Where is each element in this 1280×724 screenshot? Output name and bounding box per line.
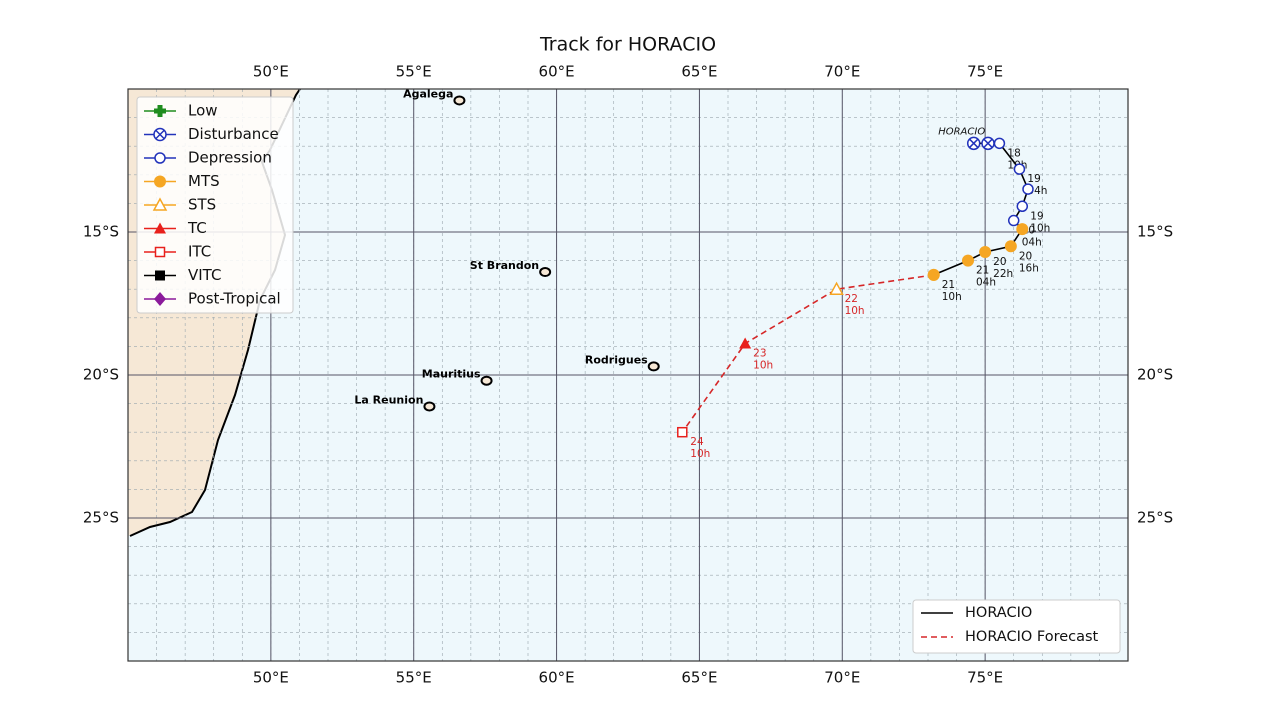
island	[453, 95, 466, 106]
x-tick-label: 65°E	[681, 63, 717, 81]
place-label: Rodrigues	[585, 353, 648, 366]
grid	[127, 89, 1128, 662]
track-point	[1016, 200, 1029, 213]
legend-label: Depression	[188, 149, 272, 167]
track-point	[1007, 214, 1020, 227]
y-tick-label: 20°S	[1137, 366, 1173, 384]
tracks: 1810h1904h1910h2004h2016h2022h2104h2110h…	[677, 126, 1050, 460]
track-point	[927, 268, 940, 281]
legend-marker	[154, 175, 166, 188]
x-tick-label: 75°E	[967, 63, 1003, 81]
track-point	[979, 246, 992, 259]
track-point	[1013, 163, 1026, 175]
x-tick-label: 55°E	[396, 63, 432, 81]
x-tick-label: 50°E	[253, 63, 289, 81]
legend-marker	[154, 292, 166, 306]
y-tick-label: 25°S	[83, 509, 119, 527]
point-label: 22h	[993, 268, 1013, 280]
point-label: 10h	[845, 305, 865, 317]
point-label: 23	[753, 348, 766, 360]
place-label: La Reunion	[354, 393, 423, 406]
x-tick-label: 50°E	[253, 669, 289, 687]
legend-label: ITC	[188, 243, 211, 261]
track-point	[677, 426, 688, 438]
point-label: 19	[1027, 173, 1040, 185]
track-point	[966, 136, 981, 151]
point-label: 20	[1019, 250, 1032, 262]
point-label: 10h	[1030, 222, 1050, 234]
legend-marker	[154, 152, 166, 164]
legend-label: STS	[188, 196, 216, 214]
legend-label: MTS	[188, 172, 220, 190]
track-point	[739, 337, 752, 349]
legend-label: HORACIO	[965, 605, 1032, 621]
chart-title: Track for HORACIO	[539, 34, 716, 56]
legend-label: TC	[187, 219, 207, 237]
y-tick-label: 25°S	[1137, 509, 1173, 527]
x-tick-label: 65°E	[681, 669, 717, 687]
legend-box	[136, 96, 294, 314]
point-label: 16h	[1019, 262, 1039, 274]
x-tick-label: 70°E	[824, 669, 860, 687]
legend-label: Disturbance	[188, 125, 279, 143]
track-point	[829, 281, 844, 295]
x-tick-label: 60°E	[539, 63, 575, 81]
storm-name: HORACIO	[938, 126, 985, 137]
x-tick-label: 75°E	[967, 669, 1003, 687]
intensity-legend: Low Disturbance Depression MTS STS TC ITC VITC P…	[136, 96, 294, 314]
y-tick-label: 15°S	[83, 223, 119, 241]
point-label: 19	[1030, 210, 1043, 222]
track-point	[1016, 223, 1029, 236]
legend-marker	[154, 246, 166, 258]
legend-marker	[154, 222, 166, 234]
point-label: 20	[993, 256, 1006, 268]
place-label: Agalega	[403, 87, 453, 100]
island	[423, 401, 436, 412]
point-label: 04h	[1022, 237, 1042, 249]
track-point	[1022, 183, 1034, 195]
legend-label: VITC	[188, 266, 221, 284]
point-label: 04h	[976, 277, 996, 289]
point-label: 10h	[942, 291, 962, 303]
place-label: St Brandon	[470, 259, 539, 272]
track-line	[681, 274, 934, 433]
track-point	[962, 254, 974, 267]
place-label: Mauritius	[422, 368, 481, 381]
legend-marker	[155, 270, 165, 281]
legend-marker	[154, 105, 166, 117]
y-tick-label: 15°S	[1137, 223, 1173, 241]
legend-label: HORACIO Forecast	[965, 629, 1099, 645]
x-tick-label: 55°E	[396, 669, 432, 687]
legend-label: Post-Tropical	[188, 290, 281, 308]
point-label: 18	[1007, 147, 1020, 159]
track-legend: HORACIO HORACIO Forecast	[912, 599, 1121, 654]
island	[647, 361, 660, 372]
track-point	[1004, 240, 1017, 253]
legend-label: Low	[188, 102, 218, 120]
y-tick-label: 20°S	[83, 366, 119, 384]
island	[480, 375, 493, 386]
point-label: 21	[976, 265, 989, 277]
x-tick-label: 60°E	[539, 669, 575, 687]
track-point	[981, 136, 995, 151]
point-label: 24	[690, 436, 704, 448]
legend-box	[912, 599, 1121, 654]
x-tick-label: 70°E	[824, 63, 860, 81]
point-label: 10h	[753, 360, 773, 372]
point-label: 10h	[690, 448, 710, 460]
point-label: 21	[942, 279, 955, 291]
places: Agalega St Brandon Rodrigues Mauritius La Re…	[354, 87, 660, 412]
legend-marker	[152, 197, 168, 211]
map-frame	[127, 88, 1129, 662]
track-point	[993, 137, 1006, 150]
point-label: 22	[845, 293, 858, 305]
island	[539, 267, 552, 278]
legend-marker	[153, 127, 167, 142]
